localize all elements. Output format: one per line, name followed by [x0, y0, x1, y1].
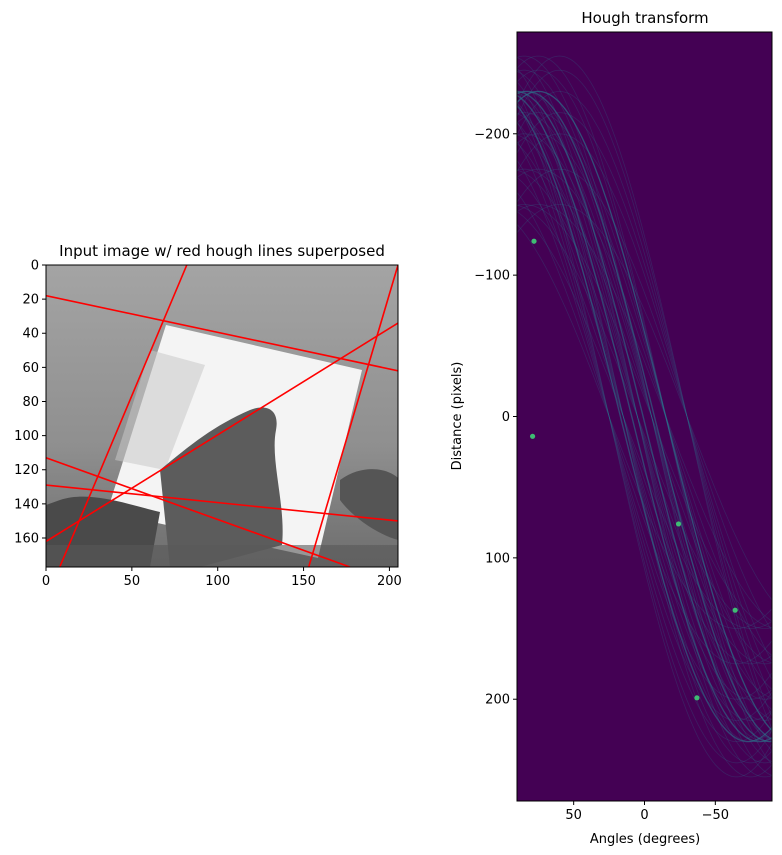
input-photo — [46, 265, 398, 567]
input-image-panel: Input image w/ red hough lines superpose… — [14, 242, 402, 589]
hough-faint-curve — [517, 143, 772, 700]
right-x-tick-label: 50 — [565, 808, 582, 823]
hough-heatmap-background — [517, 32, 772, 801]
hough-faint-curve — [517, 204, 772, 629]
hough-faint-curve — [517, 71, 772, 764]
left-y-tick-label: 80 — [22, 395, 39, 410]
left-x-tick-label: 0 — [42, 574, 50, 589]
right-x-tick-label: −50 — [702, 808, 729, 823]
hough-faint-curve — [517, 92, 772, 742]
hough-faint-curve — [517, 160, 772, 700]
right-y-tick-label: 200 — [485, 693, 510, 708]
left-x-tick-label: 200 — [377, 574, 402, 589]
left-y-ticks: 0 20 40 60 80 100 120 140 160 — [14, 259, 46, 546]
hough-faint-curve — [517, 168, 772, 631]
left-y-tick-label: 0 — [31, 259, 39, 274]
left-y-tick-label: 40 — [22, 327, 39, 342]
hough-faint-curve — [517, 169, 772, 665]
right-y-ticks: −200 −100 0 100 200 — [474, 127, 517, 708]
left-plot-frame — [45, 264, 399, 568]
hough-curve-3 — [517, 90, 772, 743]
hough-faint-curve — [517, 57, 772, 778]
hough-faint-curve — [517, 112, 772, 711]
hough-faint-curve — [517, 69, 772, 717]
hough-faint-curve — [517, 102, 772, 742]
right-x-tick-label: 0 — [640, 808, 648, 823]
hough-faint-curve — [517, 55, 772, 776]
right-y-tick-label: 0 — [502, 410, 510, 425]
right-y-tick-label: −100 — [474, 269, 510, 284]
left-x-tick-label: 50 — [124, 574, 141, 589]
left-y-tick-label: 160 — [14, 531, 39, 546]
hough-faint-curve — [517, 55, 772, 765]
right-x-ticks: 50 0 −50 — [565, 801, 729, 823]
hough-faint-curve — [517, 204, 772, 601]
left-x-tick-label: 100 — [205, 574, 230, 589]
hough-faint-curve — [517, 204, 772, 629]
hough-faint-curve — [517, 91, 772, 741]
hough-line-6 — [46, 484, 398, 522]
hough-line-1 — [46, 294, 398, 372]
right-y-tick-label: 100 — [485, 551, 510, 566]
hough-curve-4 — [517, 94, 772, 743]
hough-faint-curve — [517, 133, 772, 662]
hough-peak-5 — [694, 695, 700, 701]
left-y-tick-label: 120 — [14, 463, 39, 478]
left-y-tick-label: 140 — [14, 497, 39, 512]
hand-shape — [160, 407, 283, 567]
hough-faint-curve — [517, 134, 772, 700]
hough-faint-curve — [517, 113, 772, 721]
hough-faint-curve — [517, 168, 772, 656]
left-chart-title: Input image w/ red hough lines superpose… — [59, 242, 385, 260]
hough-curve-1 — [517, 90, 772, 732]
hough-peak-4 — [732, 607, 738, 613]
hough-faint-curve — [517, 211, 772, 629]
hough-faint-curve — [517, 81, 772, 764]
hough-faint-curve — [517, 112, 772, 680]
hough-peak-2 — [529, 433, 536, 439]
hough-faint-curve — [517, 177, 772, 665]
hough-transform-panel: Hough transform 50 0 −50 −200 −100 0 100 200 A… — [450, 9, 773, 847]
hough-faint-curve — [517, 112, 772, 720]
right-x-axis-label: Angles (degrees) — [590, 832, 700, 847]
hough-faint-curve — [517, 121, 772, 742]
hough-faint-curve — [517, 133, 772, 690]
hough-lines — [46, 265, 398, 567]
hough-curve-2 — [517, 90, 772, 740]
hough-peaks — [529, 238, 738, 701]
hough-line-4 — [307, 265, 398, 567]
hough-peak-1 — [531, 238, 537, 244]
hough-faint-curve — [517, 224, 772, 629]
left-x-tick-label: 150 — [291, 574, 316, 589]
right-chart-title: Hough transform — [581, 9, 708, 27]
right-y-tick-label: −200 — [474, 127, 510, 142]
hough-faint-curve — [517, 90, 772, 699]
right-y-axis-label: Distance (pixels) — [450, 362, 465, 471]
hough-peak-3 — [675, 521, 682, 527]
hough-curve-5 — [517, 105, 772, 743]
left-y-tick-label: 20 — [22, 293, 39, 308]
hough-line-3 — [46, 322, 398, 543]
left-y-tick-label: 100 — [14, 429, 39, 444]
hough-line-5 — [46, 457, 351, 567]
hough-faint-curve — [517, 192, 772, 665]
left-y-tick-label: 60 — [22, 361, 39, 376]
hough-faint-curve — [517, 204, 772, 622]
hough-curves — [517, 55, 772, 778]
left-x-ticks: 0 50 100 150 200 — [42, 567, 402, 589]
hough-faint-curve — [517, 122, 772, 721]
hough-faint-curve — [517, 55, 772, 729]
hough-line-2 — [58, 265, 188, 567]
hough-faint-curve — [517, 89, 772, 778]
hough-faint-curve — [517, 168, 772, 664]
hough-faint-curve — [517, 102, 772, 764]
hough-faint-curve — [517, 69, 772, 752]
